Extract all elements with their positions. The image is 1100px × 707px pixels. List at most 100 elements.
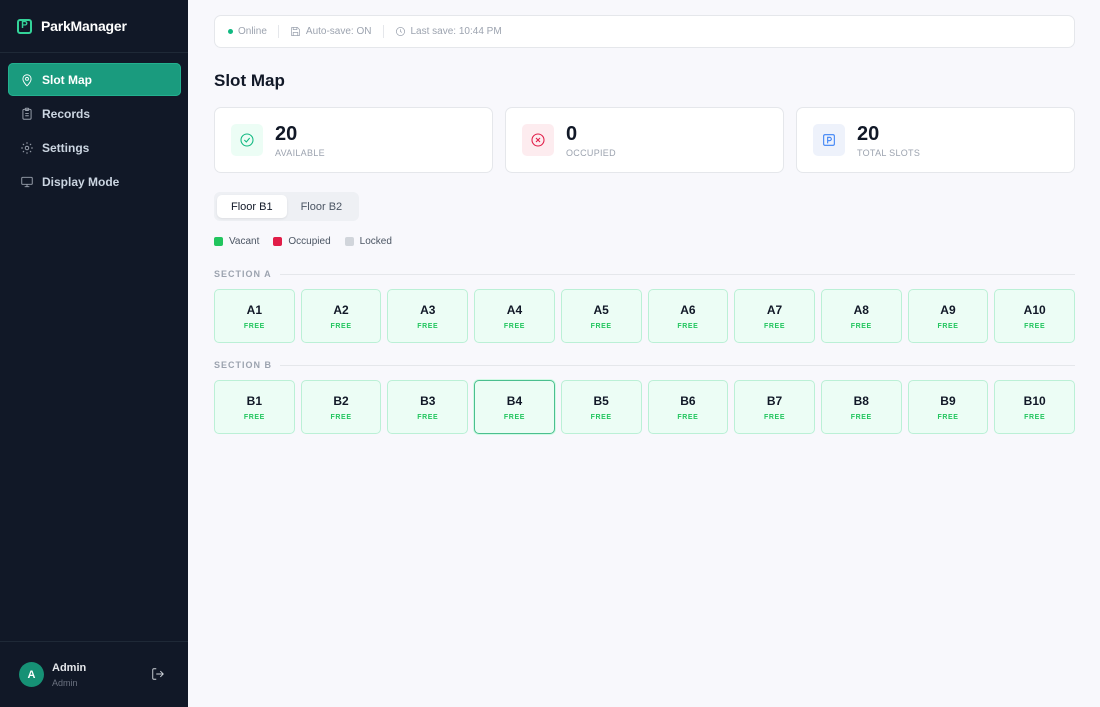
stats-row: 20 AVAILABLE 0 OCCUPIED 20 TOTAL SLOTS [214, 107, 1075, 173]
sidebar-item-label: Display Mode [42, 174, 120, 189]
tab-floor-b2[interactable]: Floor B2 [300, 200, 343, 213]
slot-status: FREE [677, 322, 699, 330]
parking-slot[interactable]: A2 FREE [300, 289, 382, 343]
divider [279, 273, 1075, 275]
slot-name: A2 [333, 302, 349, 317]
slot-name: A5 [593, 302, 609, 317]
parking-slot[interactable]: A5 FREE [560, 289, 642, 343]
parking-slot[interactable]: A7 FREE [734, 289, 815, 343]
parking-slot[interactable]: A9 FREE [907, 289, 989, 343]
slot-name: B7 [766, 393, 783, 408]
parking-slot[interactable]: B9 FREE [907, 380, 989, 434]
slot-name: B1 [246, 393, 263, 408]
slot-status: FREE [243, 413, 265, 421]
stat-card-available: 20 AVAILABLE [214, 107, 493, 173]
parking-slot[interactable]: A3 FREE [387, 289, 469, 343]
last-save-status: Last save: 10:44 PM [395, 26, 502, 37]
slot-name: A8 [853, 302, 869, 317]
sidebar-item-settings[interactable]: Settings [8, 131, 181, 164]
stat-value: 20 [275, 122, 298, 145]
legend-label: Occupied [288, 236, 331, 247]
sidebar-nav: Slot Map Records Settings Display Mode [0, 53, 188, 199]
section-title-text: SECTION B [214, 360, 273, 370]
slot-name: A6 [680, 302, 696, 317]
slot-name: B8 [853, 393, 869, 408]
slot-row-b: B1 FREE B2 FREE B3 FREE B4 FREE B5 FREE B6 FREE B7 FR… [214, 380, 1076, 434]
stat-value: 0 [566, 122, 578, 145]
legend-label: Locked [359, 236, 392, 247]
slot-status: FREE [330, 322, 352, 330]
slot-status: FREE [937, 322, 959, 330]
parking-slot[interactable]: B7 FREE [734, 380, 815, 434]
save-icon [290, 26, 301, 37]
floor-tabs: Floor B1 Floor B2 [214, 192, 360, 221]
parking-icon [813, 124, 845, 156]
slot-name: A3 [420, 302, 436, 317]
section-title-b: SECTION B [214, 360, 1075, 370]
stat-label: TOTAL SLOTS [857, 147, 921, 158]
map-pin-icon [20, 73, 34, 87]
slot-name: B3 [420, 393, 436, 408]
tab-floor-b1[interactable]: Floor B1 [217, 195, 287, 218]
slot-name: A4 [506, 302, 523, 317]
section-title-a: SECTION A [214, 269, 1075, 279]
slot-status: FREE [677, 413, 699, 421]
brand: P ParkManager [0, 0, 188, 53]
sidebar-item-slot-map[interactable]: Slot Map [8, 63, 181, 96]
slot-name: B5 [593, 393, 609, 408]
slot-name: A1 [246, 302, 263, 317]
slot-status: FREE [764, 322, 786, 330]
app-name: ParkManager [41, 18, 127, 34]
user-role: Admin [52, 677, 78, 688]
slot-row-a: A1 FREE A2 FREE A3 FREE A4 FREE A5 FREE A6 FREE A7 FR… [214, 289, 1076, 343]
legend-label: Vacant [229, 236, 260, 247]
avatar: A [19, 662, 44, 687]
parking-slot[interactable]: B2 FREE [300, 380, 382, 434]
slot-status: FREE [764, 413, 786, 421]
stat-value: 20 [857, 122, 880, 145]
x-circle-icon [522, 124, 554, 156]
slot-status: FREE [1024, 322, 1046, 330]
sidebar-item-label: Records [42, 106, 91, 121]
legend-swatch [273, 237, 283, 246]
section-title-text: SECTION A [214, 269, 272, 279]
legend-swatch [214, 237, 223, 246]
sidebar-item-records[interactable]: Records [8, 97, 181, 130]
parking-slot[interactable]: B8 FREE [820, 380, 902, 434]
sidebar-item-label: Slot Map [42, 72, 92, 87]
logout-icon[interactable] [151, 667, 165, 681]
parking-slot[interactable]: B6 FREE [647, 380, 729, 434]
parking-slot[interactable]: B5 FREE [560, 380, 642, 434]
clipboard-icon [20, 107, 34, 121]
slot-status: FREE [1024, 413, 1046, 421]
stat-card-occupied: 0 OCCUPIED [505, 107, 784, 173]
parking-slot[interactable]: A8 FREE [820, 289, 902, 343]
user-profile: A Admin Admin [0, 641, 188, 707]
slot-status: FREE [503, 413, 525, 421]
slot-name: B2 [333, 393, 349, 408]
parking-slot[interactable]: A1 FREE [214, 289, 295, 343]
slot-status: FREE [417, 322, 439, 330]
sidebar-item-display-mode[interactable]: Display Mode [8, 165, 181, 198]
legend: Vacant Occupied Locked [214, 236, 1075, 247]
parking-slot[interactable]: B4 FREE [474, 380, 555, 434]
parking-slot[interactable]: A6 FREE [647, 289, 729, 343]
slot-status: FREE [243, 322, 265, 330]
parking-slot[interactable]: B1 FREE [214, 380, 295, 434]
online-label: Online [238, 26, 267, 37]
divider [382, 25, 384, 38]
sidebar-item-label: Settings [42, 140, 90, 155]
slot-status: FREE [850, 413, 872, 421]
slot-name: B9 [940, 393, 956, 408]
slot-name: B6 [680, 393, 696, 408]
user-text: Admin Admin [52, 662, 86, 688]
check-circle-icon [231, 124, 263, 156]
slot-status: FREE [590, 322, 612, 330]
stat-label: OCCUPIED [566, 147, 616, 158]
divider [280, 364, 1075, 366]
parking-slot[interactable]: B10 FREE [994, 380, 1076, 434]
stat-label: AVAILABLE [275, 147, 325, 158]
parking-slot[interactable]: A10 FREE [994, 289, 1076, 343]
parking-slot[interactable]: B3 FREE [387, 380, 469, 434]
parking-slot[interactable]: A4 FREE [474, 289, 555, 343]
